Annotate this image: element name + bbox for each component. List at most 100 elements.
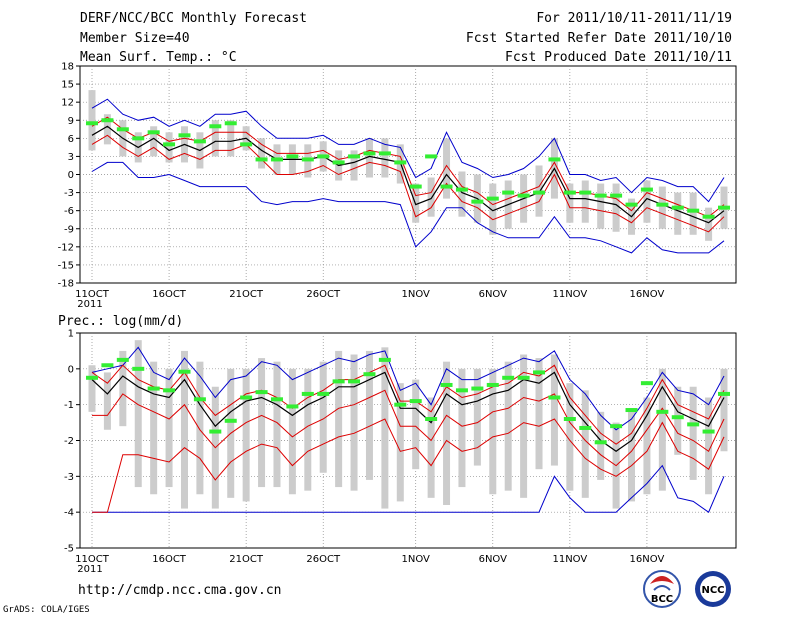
p2-observed-marker	[209, 429, 222, 434]
p2-spread-box	[319, 361, 327, 473]
p1-observed-marker	[594, 193, 607, 198]
p1-observed-marker	[132, 136, 145, 141]
p2-spread-box	[658, 368, 666, 491]
p1-xtick-label: 1NOV	[402, 289, 431, 300]
p2-spread-box	[535, 358, 543, 470]
p2-spread-box	[412, 379, 420, 470]
p1-spread-box	[150, 126, 158, 157]
p1-observed-marker	[163, 142, 176, 147]
p2-spread-box	[196, 361, 204, 495]
p1-observed-marker	[255, 157, 268, 162]
p1-ytick-label: -6	[64, 206, 74, 217]
p1-observed-marker	[579, 190, 592, 195]
forecast-period: For 2011/10/11-2011/11/19	[536, 11, 732, 26]
p1-observed-marker	[317, 154, 330, 159]
p2-spread-box	[396, 383, 404, 502]
p1-observed-marker	[471, 199, 484, 204]
p2-xtick-label: 16NOV	[630, 554, 665, 565]
p1-observed-marker	[286, 154, 299, 159]
p1-spread-box	[443, 138, 451, 199]
p1-xtick-label: 16NOV	[630, 289, 665, 300]
p1-spread-box	[365, 138, 373, 178]
p1-ytick-label: -18	[58, 279, 74, 290]
p1-spread-box	[258, 138, 266, 169]
p2-observed-marker	[687, 422, 700, 427]
p2-xtick-label: 6NOV	[479, 554, 508, 565]
p2-observed-marker	[594, 440, 607, 445]
p1-spread-box	[689, 192, 697, 235]
p2-observed-marker	[147, 386, 160, 391]
p2-observed-marker	[301, 391, 314, 396]
p1-ytick-label: 12	[61, 98, 74, 109]
p1-observed-marker	[394, 160, 407, 165]
p1-observed-marker	[656, 202, 669, 207]
p2-xtick-label: 1NOV	[402, 554, 431, 565]
p2-xtick-label: 26OCT	[306, 554, 341, 565]
p2-spread-box	[566, 383, 574, 491]
p2-plot-frame	[79, 332, 737, 549]
p1-spread-box	[597, 183, 605, 229]
p2-spread-box	[674, 386, 682, 455]
p2-spread-box	[689, 386, 697, 480]
p2-lower-band-line	[92, 389, 725, 467]
p2-spread-box	[88, 365, 96, 412]
p2-spread-box	[180, 350, 188, 509]
member-size-label: Member Size=40	[80, 31, 190, 46]
p2-ytick-label: 0	[68, 364, 74, 375]
p1-observed-marker	[533, 190, 546, 195]
p2-observed-marker	[533, 370, 546, 375]
p2-observed-marker	[178, 369, 191, 374]
p1-ensemble-mean-line	[91, 125, 725, 224]
p1-observed-marker	[702, 214, 715, 219]
p1-spread-box	[350, 150, 358, 181]
p2-min-envelope-line	[92, 464, 725, 513]
chart-title: DERF/NCC/BCC Monthly Forecast	[80, 11, 307, 26]
p2-observed-marker	[255, 390, 268, 395]
p1-spread-box	[381, 138, 389, 178]
p1-xtick-label: 26OCT	[306, 289, 341, 300]
p1-spread-box	[88, 90, 96, 151]
p1-spread-box	[674, 192, 682, 235]
p1-observed-marker	[687, 208, 700, 213]
p2-observed-marker	[163, 388, 176, 393]
p1-observed-marker	[548, 157, 561, 162]
p1-observed-marker	[224, 121, 237, 126]
p1-observed-marker	[425, 154, 438, 159]
p2-spread-box	[720, 368, 728, 452]
p1-observed-marker	[270, 157, 283, 162]
p2-spread-box	[581, 390, 589, 498]
p1-ytick-label: -3	[64, 188, 74, 199]
p1-ytick-label: -9	[64, 224, 74, 235]
p2-observed-marker	[548, 395, 561, 400]
p1-spread-box	[612, 183, 620, 232]
p1-observed-marker	[301, 157, 314, 162]
p1-xtick-label: 16OCT	[152, 289, 187, 300]
p1-spread-box	[658, 186, 666, 229]
p2-observed-marker	[440, 382, 453, 387]
p1-observed-marker	[101, 118, 114, 123]
p1-ytick-label: 0	[68, 170, 74, 181]
variable-label: Mean Surf. Temp.: °C	[80, 50, 237, 65]
p1-xtick-label: 11OCT	[75, 289, 110, 300]
p1-observed-marker	[517, 193, 530, 198]
p1-ytick-label: 15	[61, 80, 74, 91]
p2-spread-box	[628, 411, 636, 502]
p1-observed-marker	[332, 160, 345, 165]
p1-spread-box	[165, 132, 173, 163]
p1-observed-marker	[718, 205, 730, 210]
p1-spread-box	[581, 180, 589, 223]
p2-ytick-label: -3	[64, 472, 74, 483]
p2-spread-box	[550, 354, 558, 466]
p1-lower-band-line	[91, 134, 725, 233]
p1-xtick-label: 21OCT	[229, 289, 264, 300]
p2-spread-box	[150, 361, 158, 495]
p1-spread-box	[227, 120, 235, 157]
p1-ytick-label: -12	[58, 242, 74, 253]
produced-date: Fcst Produced Date 2011/10/11	[505, 50, 732, 65]
p2-observed-marker	[348, 379, 361, 384]
p2-observed-marker	[625, 408, 638, 413]
p1-observed-marker	[178, 133, 191, 138]
p2-spread-box	[258, 358, 266, 488]
p2-observed-marker	[455, 388, 468, 393]
p2-upper-band-line	[91, 364, 725, 445]
